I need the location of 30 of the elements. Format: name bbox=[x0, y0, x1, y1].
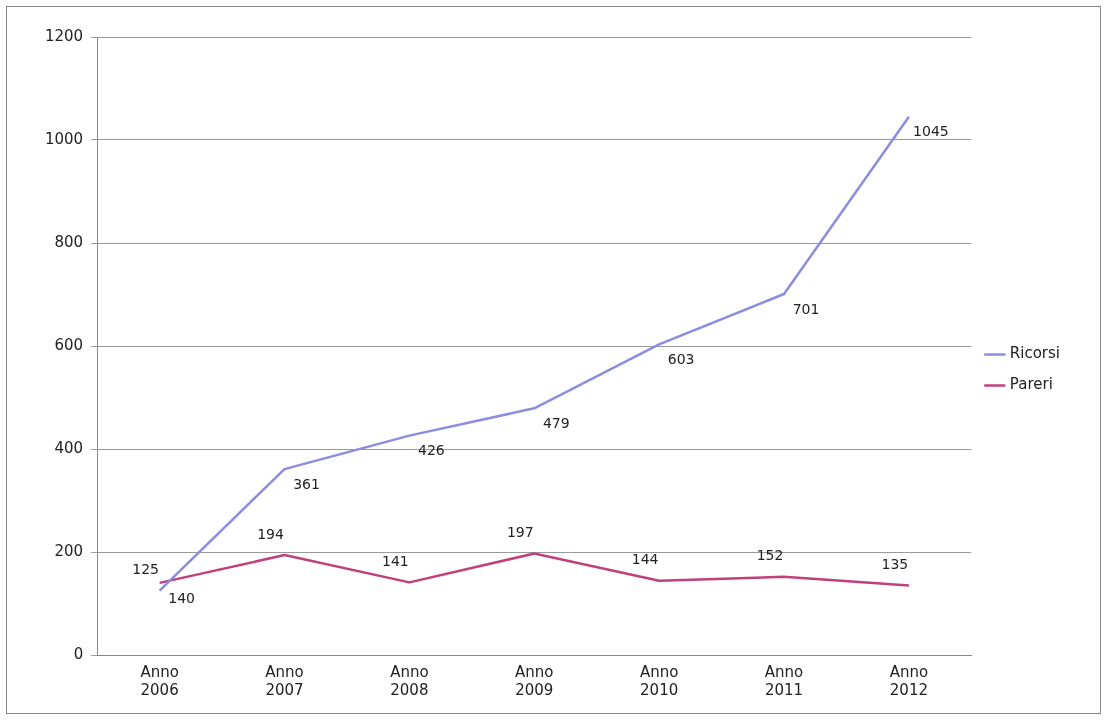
y-tick-label: 600 bbox=[54, 335, 84, 354]
legend-label: Ricorsi bbox=[1009, 344, 1061, 363]
data-label: 197 bbox=[506, 524, 534, 541]
y-tick-label: 0 bbox=[73, 644, 84, 663]
y-tick-label: 1000 bbox=[44, 129, 84, 148]
data-label: 701 bbox=[792, 300, 820, 317]
data-label: 1045 bbox=[913, 123, 949, 140]
y-tick-label: 200 bbox=[54, 541, 84, 560]
legend-label: Pareri bbox=[1009, 375, 1053, 394]
y-tick-label: 1200 bbox=[44, 26, 84, 45]
y-tick-label: 400 bbox=[54, 438, 84, 457]
x-tick-label: Anno 2011 bbox=[764, 662, 804, 699]
data-label: 194 bbox=[257, 525, 284, 542]
data-label: 426 bbox=[418, 442, 445, 459]
data-label: 361 bbox=[293, 475, 320, 492]
x-tick-label: Anno 2008 bbox=[390, 662, 429, 699]
data-label: 140 bbox=[168, 589, 195, 606]
data-label: 479 bbox=[542, 414, 570, 431]
y-tick-label: 800 bbox=[54, 232, 84, 251]
x-tick-label: Anno 2009 bbox=[515, 662, 554, 699]
data-label: 152 bbox=[756, 547, 784, 564]
data-label: 144 bbox=[631, 551, 659, 568]
data-label: 135 bbox=[881, 556, 909, 573]
x-tick-label: Anno 2006 bbox=[140, 662, 179, 699]
x-tick-label: Anno 2010 bbox=[639, 662, 679, 699]
data-label: 603 bbox=[667, 351, 695, 368]
x-tick-label: Anno 2012 bbox=[889, 662, 929, 699]
data-label: 141 bbox=[382, 553, 409, 570]
x-tick-label: Anno 2007 bbox=[265, 662, 304, 699]
data-label: 125 bbox=[132, 561, 159, 578]
